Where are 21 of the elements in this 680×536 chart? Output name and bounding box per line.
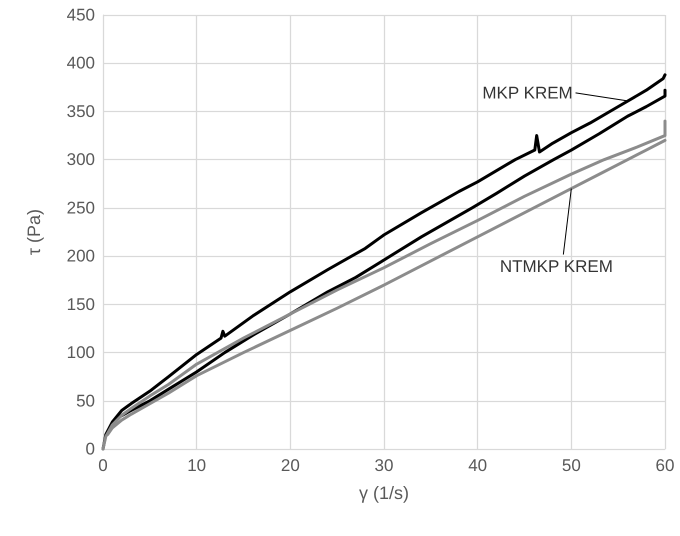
- y-tick-label: 450: [66, 6, 95, 24]
- y-tick-label: 150: [66, 294, 95, 314]
- x-tick-label: 30: [374, 456, 394, 475]
- x-tick-label: 40: [468, 456, 488, 475]
- y-tick-label: 0: [86, 440, 95, 458]
- y-tick-label: 400: [66, 54, 95, 73]
- y-tick-label: 100: [66, 343, 95, 362]
- y-tick-label: 300: [66, 150, 95, 170]
- annotation: MKP KREM: [482, 83, 573, 102]
- x-tick-label: 20: [280, 456, 300, 475]
- x-tick-label: 0: [98, 456, 108, 475]
- x-tick-label: 60: [656, 456, 674, 475]
- x-axis-title: γ (1/s): [358, 483, 410, 503]
- y-axis-title: τ (Pa): [24, 208, 44, 256]
- x-tick-label: 50: [562, 456, 581, 475]
- x-tick-label: 10: [187, 456, 206, 475]
- y-tick-label: 200: [66, 246, 95, 266]
- annotation: NTMKP KREM: [500, 257, 613, 276]
- y-tick-label: 50: [76, 391, 95, 410]
- y-tick-label: 350: [66, 102, 95, 121]
- y-tick-label: 250: [66, 198, 95, 218]
